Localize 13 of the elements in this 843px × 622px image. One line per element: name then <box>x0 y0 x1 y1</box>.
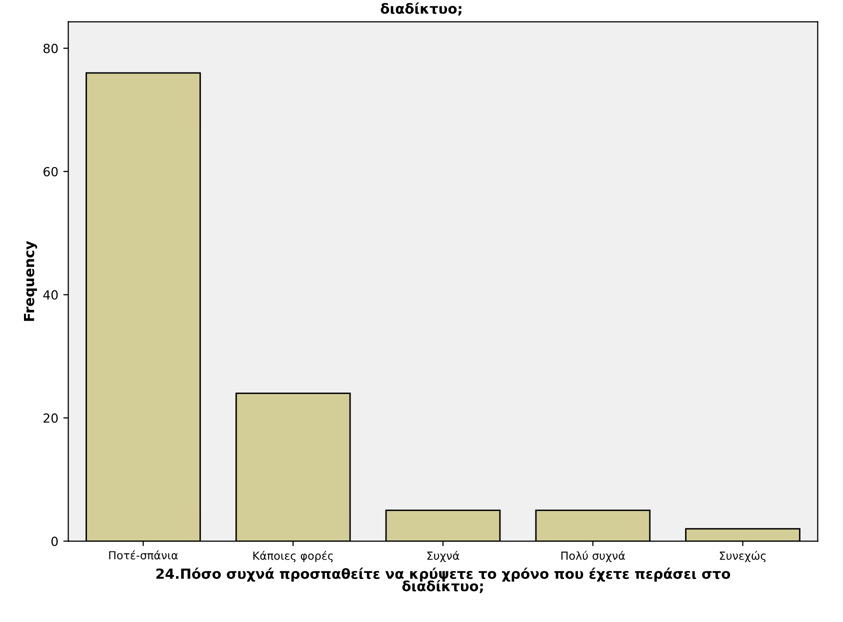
x-tick-label: Κάποιες φορές <box>253 550 333 562</box>
y-tick-label: 0 <box>51 536 58 546</box>
chart-title: διαδίκτυο; <box>380 2 462 16</box>
x-axis-title: 24.Πόσο συχνά προσπαθείτε να κρύψετε το χρόνο που έχετε περάσει στο διαδίκτυο; <box>156 568 730 594</box>
x-tick-label: Πολύ συχνά <box>561 550 625 562</box>
x-tick-label: Συνεχώς <box>720 550 766 562</box>
x-tick-label: Ποτέ-σπάνια <box>109 550 178 560</box>
x-tick-label: Συχνά <box>427 550 460 562</box>
y-tick-label: 60 <box>44 166 58 176</box>
y-axis-title: Frequency <box>24 241 38 321</box>
y-tick-label: 40 <box>43 290 58 300</box>
y-tick-label: 80 <box>44 44 58 54</box>
y-tick-label: 20 <box>44 413 58 423</box>
